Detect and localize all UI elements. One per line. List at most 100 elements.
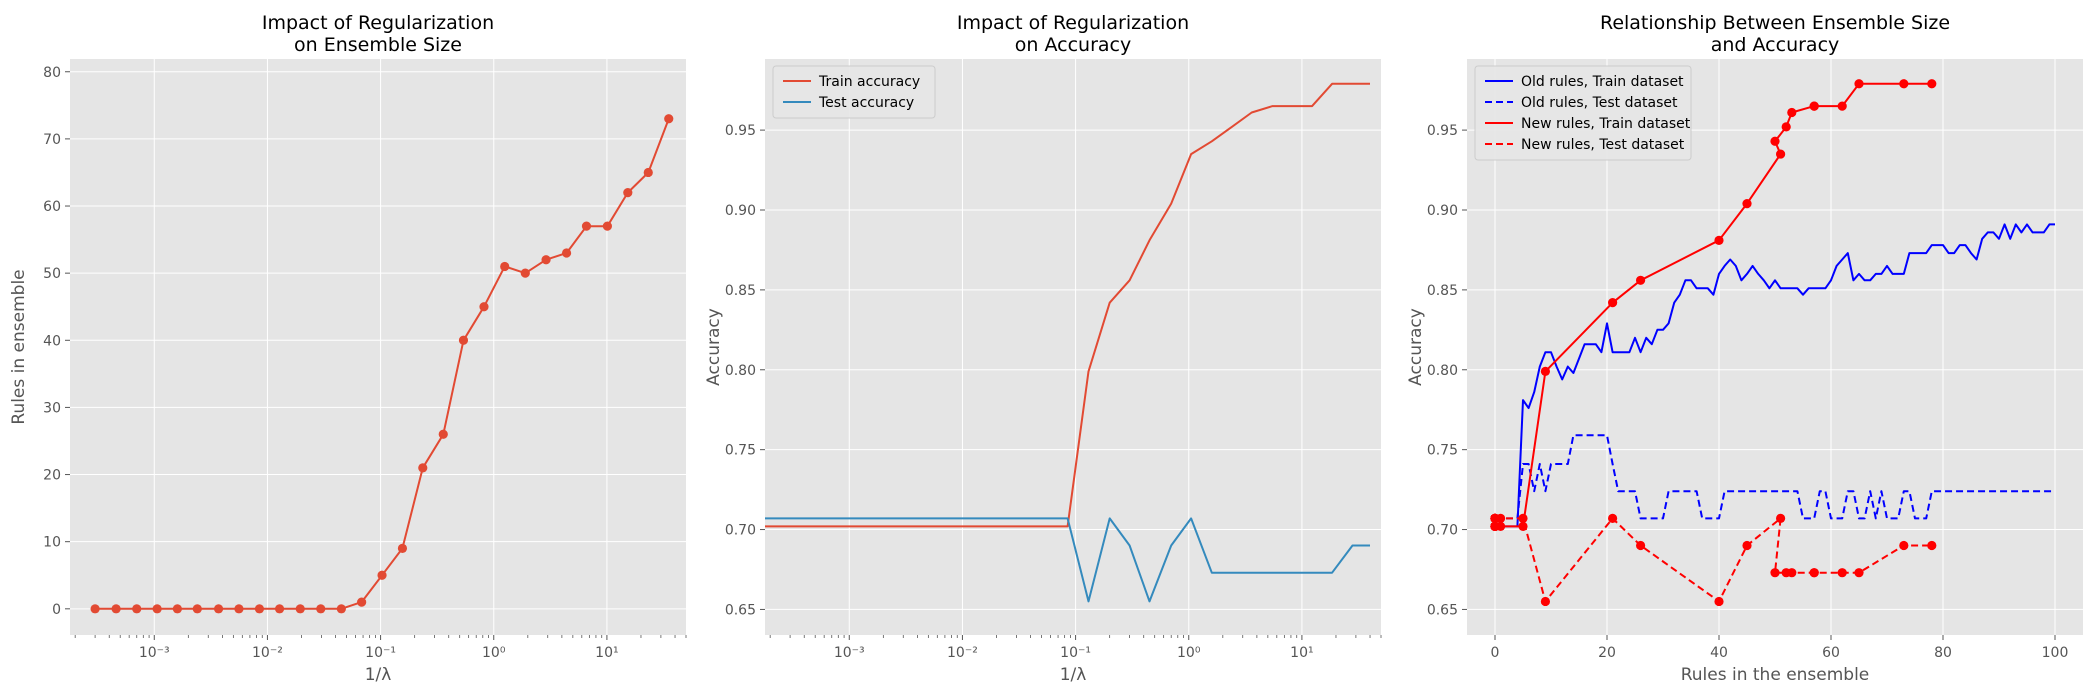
chart-title-line-2: and Accuracy: [1711, 34, 1840, 56]
x-tick-label: 80: [1934, 645, 1952, 661]
y-axis-label: Accuracy: [1406, 308, 1426, 386]
y-tick-label: 80: [43, 65, 61, 81]
y-tick-label: 0.85: [725, 283, 756, 299]
data-point: [541, 255, 551, 265]
legend-box: [772, 65, 936, 119]
y-tick-label: 50: [43, 266, 61, 282]
data-point: [1809, 101, 1819, 111]
y-tick-label: 0.95: [1427, 123, 1458, 139]
data-point: [1770, 568, 1780, 578]
chart-3: 0 20 40 60 80 100 0.65 0.70 0.75 0.80 0.85 0.90 0.95…: [1406, 12, 2083, 685]
y-tick-label: 0.65: [1427, 602, 1458, 618]
data-point: [1496, 521, 1506, 531]
data-point: [664, 114, 674, 124]
y-tick-label: 0.90: [725, 203, 756, 219]
x-tick-label: 10⁻³: [139, 645, 170, 661]
y-tick-label: 0.90: [1427, 203, 1458, 219]
x-tick-label: 40: [1710, 645, 1728, 661]
y-tick-label: 20: [43, 468, 61, 484]
data-point: [1636, 275, 1646, 285]
series-line-2: [765, 517, 1370, 603]
x-tick-label: 10⁻³: [834, 645, 865, 661]
x-tick-label: 100: [2042, 645, 2069, 661]
legend-entry: New rules, Train dataset: [1521, 116, 1691, 132]
data-point: [1776, 149, 1786, 159]
data-point: [192, 604, 202, 614]
data-point: [1837, 101, 1847, 111]
data-point: [1854, 79, 1864, 89]
data-point: [1776, 513, 1786, 523]
data-point: [1854, 568, 1864, 578]
data-point: [1540, 366, 1550, 376]
data-point: [1742, 198, 1752, 209]
series-line-2: [1495, 434, 2055, 520]
data-point: [1742, 540, 1752, 551]
x-tick-label: 10⁻²: [252, 645, 283, 661]
data-point: [602, 221, 612, 231]
legend: Train accuracy Test accuracy: [772, 65, 936, 119]
data-point: [1518, 513, 1528, 523]
data-point: [295, 604, 305, 614]
data-point: [458, 335, 469, 345]
x-tick-label: 10¹: [1290, 645, 1313, 661]
data-point: [1608, 513, 1618, 523]
y-tick-label: 0.75: [1427, 443, 1458, 459]
y-tick-label: 0.80: [1427, 363, 1458, 379]
data-point: [1809, 568, 1819, 578]
data-point: [1787, 568, 1797, 578]
x-tick-label: 60: [1822, 645, 1840, 661]
data-point: [336, 604, 346, 614]
chart-title-line-1: Relationship Between Ensemble Size: [1600, 12, 1950, 34]
data-point: [1899, 540, 1909, 551]
x-tick-label: 20: [1598, 645, 1616, 661]
data-point: [90, 604, 100, 614]
y-tick-label: 10: [43, 535, 61, 551]
y-axis-label: Rules in ensemble: [9, 269, 29, 424]
y-tick-label: 0.85: [1427, 283, 1458, 299]
x-axis-label: 1/λ: [365, 665, 392, 685]
y-tick-label: 0.80: [725, 363, 756, 379]
y-tick-label: 0.75: [725, 443, 756, 459]
x-tick-label: 10⁻¹: [1060, 645, 1091, 661]
legend-entry: Test accuracy: [818, 95, 914, 111]
data-point: [316, 604, 326, 614]
chart-title-line-1: Impact of Regularization: [957, 12, 1189, 34]
data-point: [581, 221, 592, 231]
data-point: [213, 604, 224, 614]
data-point: [1496, 513, 1506, 523]
y-tick-label: 0.65: [725, 602, 756, 618]
data-point: [479, 302, 489, 312]
y-tick-label: 0.70: [725, 523, 756, 539]
plot-area: [765, 59, 1381, 635]
data-point: [1770, 136, 1780, 146]
series-line-1: [765, 82, 1370, 528]
data-point: [1608, 298, 1618, 308]
x-axis-label: Rules in the ensemble: [1681, 665, 1870, 685]
legend-entry: Old rules, Train dataset: [1521, 74, 1684, 90]
data-point: [132, 604, 142, 614]
x-axis-label: 1/λ: [1060, 665, 1087, 685]
legend-entry: Old rules, Test dataset: [1521, 95, 1678, 111]
data-point: [1927, 540, 1937, 551]
chart-title-line-2: on Accuracy: [1015, 34, 1131, 56]
chart-1: 10⁻³ 10⁻² 10⁻¹ 10⁰ 10¹ 0 10 20 30 40 50 60 70 80 Impac…: [9, 12, 687, 685]
chart-2: 10⁻³ 10⁻² 10⁻¹ 10⁰ 10¹ 0.65 0.70 0.75 0.80 0.85 0.…: [704, 12, 1382, 685]
y-tick-label: 40: [43, 333, 61, 349]
y-tick-label: 0: [52, 602, 61, 618]
legend-entry: Train accuracy: [818, 74, 920, 90]
data-point: [623, 187, 633, 198]
data-point: [1927, 79, 1937, 89]
plot-area: [70, 59, 686, 635]
y-tick-label: 70: [43, 132, 61, 148]
data-point: [397, 543, 408, 553]
data-point: [1899, 79, 1909, 89]
data-point: [172, 604, 182, 614]
data-point: [152, 604, 162, 614]
x-tick-label: 0: [1491, 645, 1500, 661]
data-point: [274, 604, 285, 614]
data-point: [1636, 540, 1646, 551]
legend-entry: New rules, Test dataset: [1521, 137, 1685, 153]
chart-title-line-2: on Ensemble Size: [294, 34, 462, 56]
data-point: [1714, 596, 1724, 607]
